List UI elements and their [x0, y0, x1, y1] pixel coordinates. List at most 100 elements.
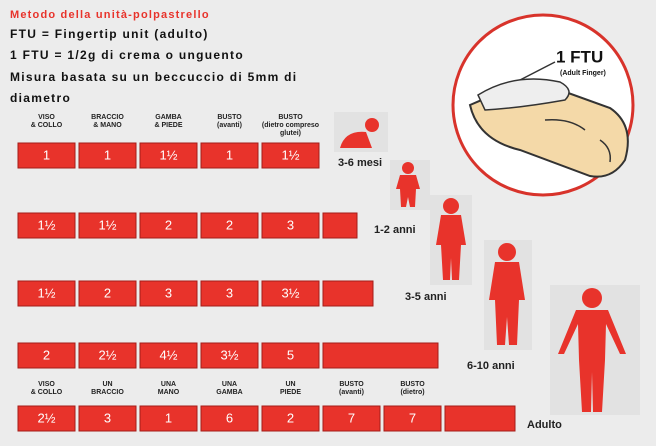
column-header: GAMBA — [216, 389, 242, 396]
youth — [489, 262, 525, 345]
column-header: PIEDE — [280, 389, 301, 396]
dose-value: 1 — [104, 147, 111, 162]
dose-box — [17, 405, 76, 432]
dose-value: 6 — [226, 410, 233, 425]
dose-value: 3 — [287, 217, 294, 232]
column-header: & MANO — [93, 122, 122, 129]
column-header: BRACCIO — [91, 114, 124, 121]
column-header: UNA — [222, 381, 237, 388]
adult-figure — [558, 310, 626, 412]
dose-value: 4½ — [159, 347, 177, 362]
dose-value: 3½ — [220, 347, 238, 362]
toddler — [402, 162, 414, 174]
column-header: (avanti) — [339, 389, 364, 396]
dose-value: 2 — [287, 410, 294, 425]
age-label: 3-6 mesi — [338, 157, 382, 169]
crease — [544, 118, 586, 131]
column-header: (dietro compreso — [262, 122, 319, 129]
dose-box — [139, 280, 198, 307]
age-label: 6-10 anni — [467, 360, 515, 372]
baby — [340, 131, 372, 148]
dose-value: 5 — [287, 347, 294, 362]
column-header: BUSTO — [278, 114, 303, 121]
finger-illustration: 1 FTU (Adult Finger) — [451, 13, 635, 197]
intro: FTU = Fingertip unit (adulto) 1 FTU = 1/… — [10, 27, 297, 105]
dose-box — [17, 280, 76, 307]
column-header: BUSTO — [339, 381, 364, 388]
dose-box — [78, 405, 137, 432]
dose-value: 2 — [165, 217, 172, 232]
dose-box — [17, 342, 76, 369]
youth — [498, 243, 516, 261]
column-header: & COLLO — [31, 389, 63, 396]
dose-box — [139, 342, 198, 369]
dose-value: 1½ — [98, 217, 116, 232]
dose-box — [78, 342, 137, 369]
title: Metodo della unità-polpastrello — [10, 9, 210, 21]
crease — [599, 139, 612, 163]
dose-box — [200, 342, 259, 369]
column-header: VISO — [38, 381, 55, 388]
column-header: GAMBA — [155, 114, 181, 121]
child — [443, 198, 459, 214]
cream — [477, 78, 570, 111]
dose-box — [261, 405, 320, 432]
column-header: & PIEDE — [154, 122, 182, 129]
age-label: 1-2 anni — [374, 224, 416, 236]
dose-box — [383, 405, 442, 432]
dose-value: 1 — [226, 147, 233, 162]
age-label: 3-5 anni — [405, 291, 447, 303]
empty-box — [322, 212, 358, 239]
dose-box — [261, 142, 320, 169]
column-header: UNA — [161, 381, 176, 388]
column-header: (avanti) — [217, 122, 242, 129]
column-header: UN — [285, 381, 295, 388]
dose-box — [139, 142, 198, 169]
ftu-caption: (Adult Finger) — [560, 70, 606, 77]
dose-value: 3 — [104, 410, 111, 425]
dose-box — [322, 405, 381, 432]
dose-value: 1½ — [37, 285, 55, 300]
dose-value: 7 — [409, 410, 416, 425]
intro-line: 1 FTU = 1/2g di crema o unguento — [10, 48, 244, 62]
dose-box — [17, 212, 76, 239]
dose-box — [261, 342, 320, 369]
empty-box — [322, 280, 374, 307]
dose-box — [78, 212, 137, 239]
adult-figure — [582, 288, 602, 308]
dose-value: 2½ — [37, 410, 55, 425]
dose-box — [261, 212, 320, 239]
column-header: VISO — [38, 114, 55, 121]
intro-line: Misura basata su un beccuccio di 5mm di — [10, 70, 297, 84]
column-header: BUSTO — [217, 114, 242, 121]
column-header: glutei) — [280, 130, 301, 137]
dose-box — [200, 212, 259, 239]
dose-value: 1½ — [37, 217, 55, 232]
dose-value: 2 — [104, 285, 111, 300]
dose-box — [78, 280, 137, 307]
dose-box — [139, 405, 198, 432]
intro-line: diametro — [10, 91, 71, 105]
pointer — [519, 61, 556, 81]
dose-box — [200, 142, 259, 169]
dose-box — [139, 212, 198, 239]
dose-box — [17, 142, 76, 169]
column-header: BUSTO — [400, 381, 425, 388]
dose-box — [78, 142, 137, 169]
empty-box — [444, 405, 516, 432]
empty-box — [322, 342, 439, 369]
dose-value: 3 — [165, 285, 172, 300]
dose-value: 1½ — [281, 147, 299, 162]
figures — [334, 112, 640, 415]
dose-value: 2 — [43, 347, 50, 362]
column-header: BRACCIO — [91, 389, 124, 396]
dose-value: 1½ — [159, 147, 177, 162]
intro-line: FTU = Fingertip unit (adulto) — [10, 27, 209, 41]
dose-box — [200, 405, 259, 432]
column-header: & COLLO — [31, 122, 63, 129]
baby — [365, 118, 379, 132]
dose-value: 3½ — [281, 285, 299, 300]
dose-value: 3 — [226, 285, 233, 300]
column-header: (dietro) — [400, 389, 424, 396]
